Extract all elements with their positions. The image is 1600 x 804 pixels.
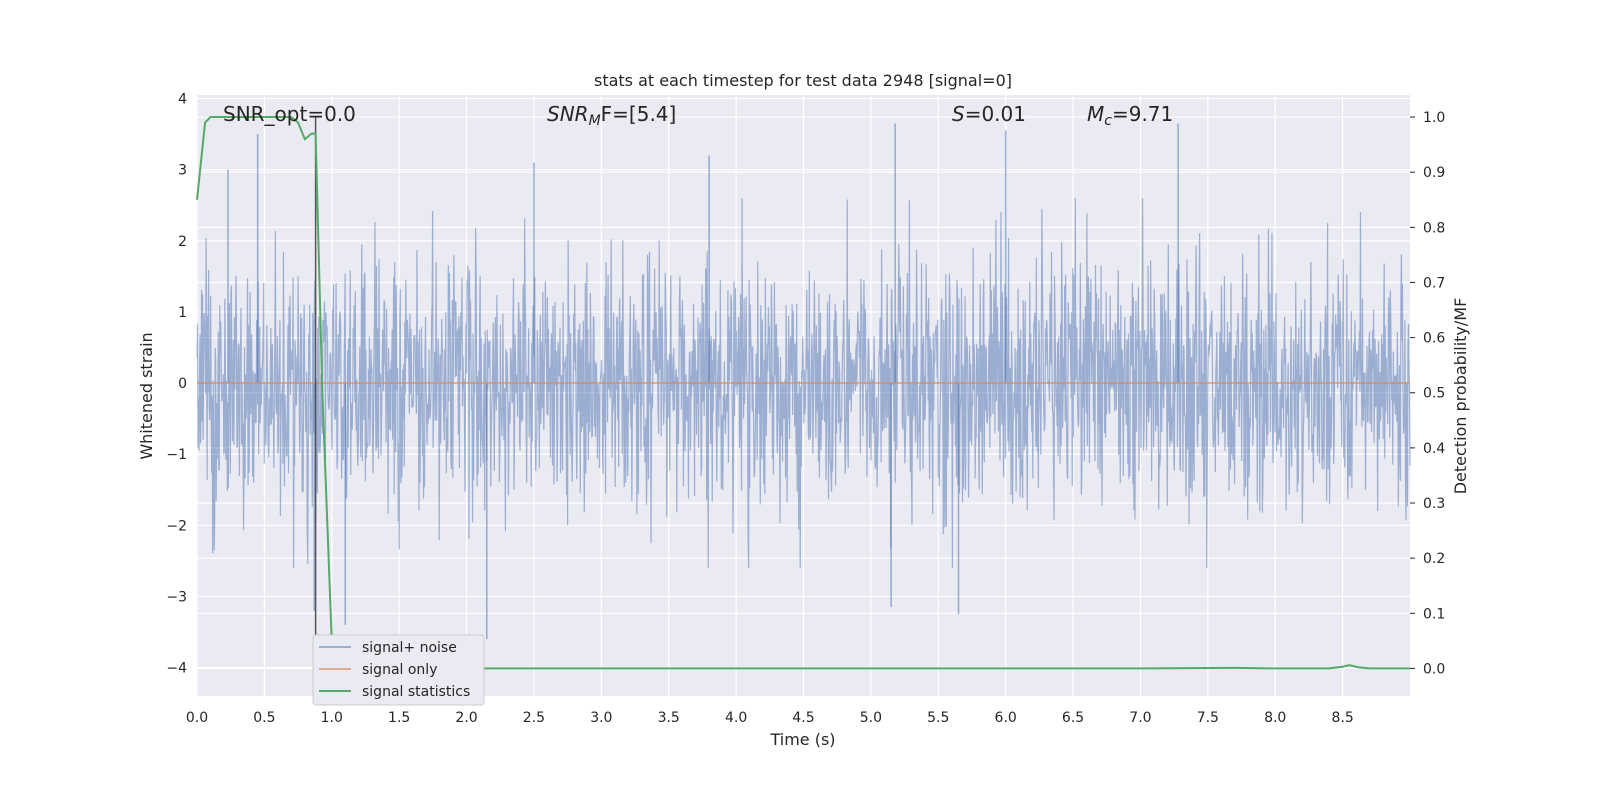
y-axis-label-left: Whitened strain [137,332,156,459]
annotation-mc-main: M [1087,102,1104,126]
legend-label-signal-only: signal only [362,662,437,678]
annotation-snr-mf: SNRMF=[5.4] [547,102,676,129]
legend-label-signal-statistics: signal statistics [362,684,470,700]
x-tick-label: 0.0 [186,710,208,726]
y-right-tick-label: 0.1 [1423,606,1445,622]
y-left-tick-label: 0 [178,376,187,392]
x-tick-label: 0.5 [253,710,275,726]
x-tick-label: 8.0 [1264,710,1286,726]
annotation-snr-opt: SNR_opt=0.0 [223,102,356,126]
annotation-s: S=0.01 [952,102,1026,126]
x-tick-label: 7.0 [1129,710,1151,726]
x-tick-label: 2.5 [523,710,545,726]
chart-title: stats at each timestep for test data 294… [594,71,1012,90]
annotation-snr-mf-rest: F=[5.4] [601,102,677,126]
x-tick-label: 5.5 [927,710,949,726]
y-left-tick-label: 1 [178,305,187,321]
axes: 0.0 0.5 1.0 1.5 2.0 2.5 3.0 3.5 4.0 4.5 5.0 5.5 6.0 6… [166,92,1445,726]
x-tick-label: 6.5 [1062,710,1084,726]
y-left-tick-label: 3 [178,163,187,179]
y-left-tick-label: −4 [166,661,187,677]
y-left-tick-label: −1 [166,447,187,463]
annotation-snr-mf-sub: M [589,113,601,129]
y-left-tick-label: −3 [166,589,187,605]
x-axis-label: Time (s) [769,730,835,749]
annotation-mc-sub: c [1104,113,1112,129]
annotation-mc-rest: =9.71 [1112,102,1173,126]
legend-box [312,634,485,706]
y-right-tick-label: 0.9 [1423,165,1445,181]
x-tick-label: 7.5 [1197,710,1219,726]
legend-label-signal-noise: signal+ noise [362,640,457,656]
y-right-tick-label: 1.0 [1423,110,1445,126]
x-tick-label: 2.0 [455,710,477,726]
y-right-tick-label: 0.0 [1423,661,1445,677]
annotation-s-rest: =0.01 [965,102,1026,126]
x-tick-label: 1.0 [321,710,343,726]
x-tick-label: 4.5 [792,710,814,726]
y-right-tick-label: 0.6 [1423,331,1445,347]
x-tick-label: 4.0 [725,710,747,726]
y-right-tick-label: 0.5 [1423,386,1445,402]
noise-series [196,123,1411,640]
annotation-mc: Mc=9.71 [1087,102,1173,129]
series-signal-noise [196,198,1411,568]
y-left-tick-label: 4 [178,92,187,108]
y-right-tick-label: 0.3 [1423,496,1445,512]
x-tick-label: 3.5 [658,710,680,726]
y-left-tick-label: 2 [178,234,187,250]
x-tick-label: 5.0 [860,710,882,726]
y-right-tick-label: 0.4 [1423,441,1445,457]
y-right-tick-label: 0.8 [1423,220,1445,236]
y-right-tick-label: 0.7 [1423,275,1445,291]
x-tick-label: 8.5 [1331,710,1353,726]
x-tick-label: 6.0 [995,710,1017,726]
annotation-s-main: S [952,102,965,126]
x-tick-label: 3.0 [590,710,612,726]
x-tick-label: 1.5 [388,710,410,726]
y-left-tick-label: −2 [166,518,187,534]
legend: signal+ noise signal only signal statist… [312,634,485,706]
y-right-tick-label: 0.2 [1423,551,1445,567]
annotation-snr-mf-main: SNR [547,102,589,126]
y-axis-label-right: Detection probability/MF [1451,298,1470,495]
